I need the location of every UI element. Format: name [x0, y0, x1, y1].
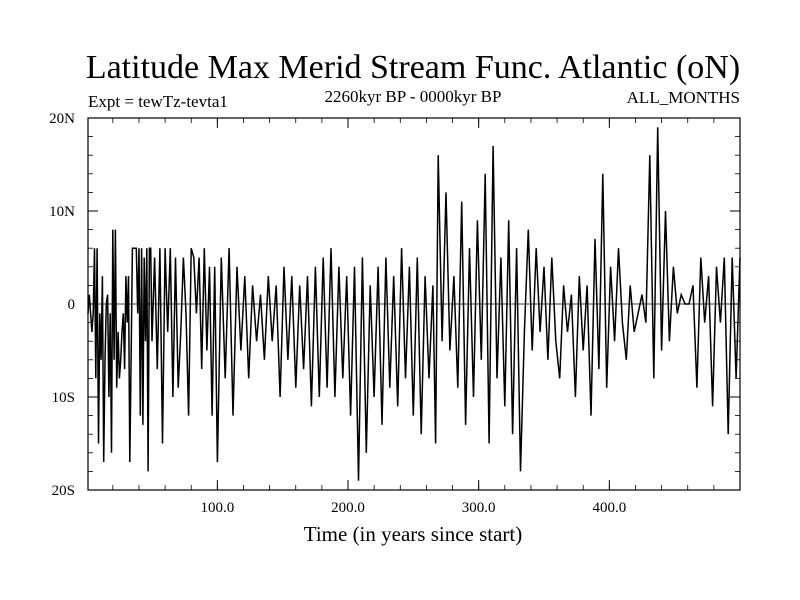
x-axis: 100.0 200.0 300.0 400.0: [112, 118, 715, 516]
y-tick-label: 10S: [52, 390, 75, 406]
series-line: [87, 127, 741, 481]
x-tick-label: 200.0: [331, 500, 365, 516]
months-label: ALL_MONTHS: [627, 88, 740, 107]
y-tick-label: 20S: [52, 483, 75, 499]
time-range-label: 2260kyr BP - 0000kyr BP: [325, 87, 502, 106]
x-tick-label: 100.0: [200, 500, 234, 516]
experiment-label: Expt = tewTz-tevta1: [88, 92, 228, 111]
x-axis-label: Time (in years since start): [304, 522, 523, 546]
y-tick-label: 10N: [49, 204, 75, 220]
x-tick-label: 300.0: [462, 500, 496, 516]
chart-title: Latitude Max Merid Stream Func. Atlantic…: [86, 49, 740, 86]
y-axis: 20N 10N 0 10S 20S: [49, 111, 740, 499]
y-tick-label: 0: [68, 297, 76, 313]
x-tick-label: 400.0: [592, 500, 626, 516]
y-tick-label: 20N: [49, 111, 75, 127]
